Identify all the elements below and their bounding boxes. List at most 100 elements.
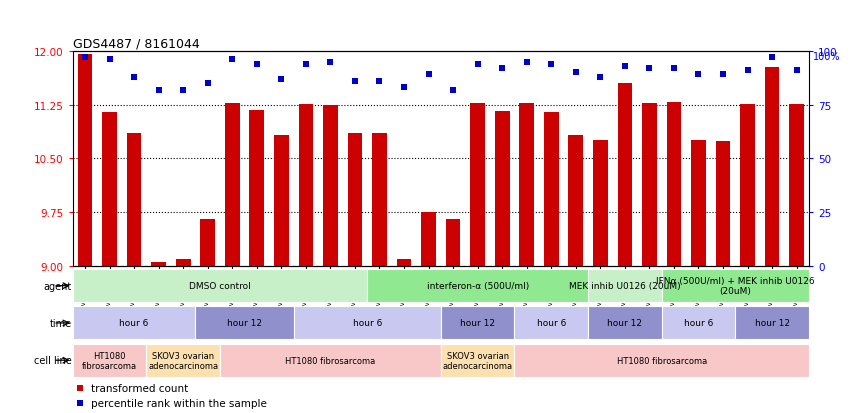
Text: HT1080
fibrosarcoma: HT1080 fibrosarcoma xyxy=(82,351,137,370)
Bar xyxy=(396,259,412,266)
Bar xyxy=(495,112,509,266)
Point xyxy=(618,63,632,70)
Bar xyxy=(195,307,294,339)
Text: agent: agent xyxy=(44,281,72,291)
Bar xyxy=(152,263,166,266)
Bar xyxy=(249,110,265,266)
Bar xyxy=(662,270,809,302)
Bar xyxy=(544,113,559,266)
Point xyxy=(201,81,215,87)
Bar xyxy=(514,307,588,339)
Bar xyxy=(200,220,215,266)
Point xyxy=(593,74,607,81)
Text: IFNα (500U/ml) + MEK inhib U0126
(20uM): IFNα (500U/ml) + MEK inhib U0126 (20uM) xyxy=(656,276,815,296)
Point xyxy=(569,70,583,76)
Point xyxy=(692,72,705,78)
Bar xyxy=(441,307,514,339)
Text: 100%: 100% xyxy=(813,52,841,62)
Bar xyxy=(470,104,485,266)
Text: hour 12: hour 12 xyxy=(227,319,262,328)
Point xyxy=(544,61,558,68)
Text: DMSO control: DMSO control xyxy=(189,282,251,290)
Bar xyxy=(514,344,809,377)
Text: hour 6: hour 6 xyxy=(684,319,713,328)
Text: GDS4487 / 8161044: GDS4487 / 8161044 xyxy=(73,38,199,50)
Bar xyxy=(274,136,288,266)
Bar xyxy=(220,344,441,377)
Bar xyxy=(735,307,809,339)
Point xyxy=(299,61,312,68)
Text: cell line: cell line xyxy=(33,355,72,366)
Bar xyxy=(568,136,583,266)
Point xyxy=(520,59,533,66)
Text: hour 12: hour 12 xyxy=(755,319,789,328)
Text: hour 12: hour 12 xyxy=(461,319,495,328)
Point xyxy=(765,55,779,62)
Point xyxy=(225,57,239,64)
Text: HT1080 fibrosarcoma: HT1080 fibrosarcoma xyxy=(616,356,707,365)
Point xyxy=(397,85,411,91)
Point xyxy=(176,87,190,94)
Point xyxy=(740,68,754,74)
Bar xyxy=(520,104,534,266)
Bar xyxy=(175,259,191,266)
Bar xyxy=(323,105,338,266)
Text: interferon-α (500U/ml): interferon-α (500U/ml) xyxy=(426,282,529,290)
Point xyxy=(78,55,92,62)
Bar xyxy=(617,84,633,266)
Bar xyxy=(348,134,362,266)
Text: hour 12: hour 12 xyxy=(608,319,642,328)
Bar xyxy=(78,55,92,266)
Bar xyxy=(127,134,141,266)
Point xyxy=(471,61,484,68)
Text: time: time xyxy=(50,318,72,328)
Bar xyxy=(225,104,240,266)
Bar xyxy=(441,344,514,377)
Point xyxy=(422,72,436,78)
Point xyxy=(790,68,804,74)
Point xyxy=(152,87,165,94)
Point xyxy=(716,72,730,78)
Bar xyxy=(691,141,706,266)
Bar xyxy=(294,307,441,339)
Text: SKOV3 ovarian
adenocarcinoma: SKOV3 ovarian adenocarcinoma xyxy=(443,351,513,370)
Text: hour 6: hour 6 xyxy=(120,319,149,328)
Point xyxy=(446,87,460,94)
Bar xyxy=(789,104,804,266)
Point xyxy=(74,400,87,406)
Text: hour 6: hour 6 xyxy=(353,319,382,328)
Point xyxy=(324,59,337,66)
Bar xyxy=(421,213,436,266)
Bar xyxy=(372,134,387,266)
Bar xyxy=(299,104,313,266)
Text: SKOV3 ovarian
adenocarcinoma: SKOV3 ovarian adenocarcinoma xyxy=(148,351,218,370)
Text: transformed count: transformed count xyxy=(91,383,188,393)
Bar xyxy=(716,142,730,266)
Bar xyxy=(146,344,220,377)
Bar xyxy=(593,141,608,266)
Point xyxy=(348,78,362,85)
Bar xyxy=(588,307,662,339)
Point xyxy=(667,66,681,72)
Bar xyxy=(662,307,735,339)
Text: percentile rank within the sample: percentile rank within the sample xyxy=(91,398,267,408)
Bar xyxy=(642,104,657,266)
Bar xyxy=(446,220,461,266)
Point xyxy=(496,66,509,72)
Bar xyxy=(667,103,681,266)
Point xyxy=(250,61,264,68)
Text: HT1080 fibrosarcoma: HT1080 fibrosarcoma xyxy=(285,356,376,365)
Bar xyxy=(102,112,117,266)
Bar xyxy=(588,270,662,302)
Text: hour 6: hour 6 xyxy=(537,319,566,328)
Point xyxy=(74,385,87,391)
Point xyxy=(643,66,657,72)
Point xyxy=(103,57,116,64)
Bar xyxy=(367,270,588,302)
Bar xyxy=(73,344,146,377)
Bar xyxy=(73,270,367,302)
Bar xyxy=(740,104,755,266)
Text: MEK inhib U0126 (20uM): MEK inhib U0126 (20uM) xyxy=(569,282,681,290)
Point xyxy=(128,74,141,81)
Point xyxy=(275,76,288,83)
